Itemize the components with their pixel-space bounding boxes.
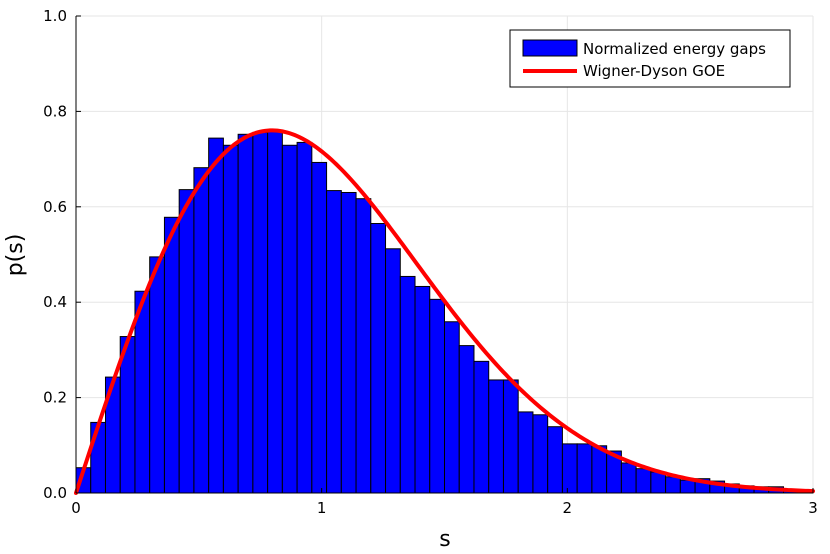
axes [75,15,814,494]
x-tick-label: 3 [808,499,818,517]
wigner-dyson-curve [74,128,815,495]
x-axis-label: s [439,527,450,552]
histogram-bar [429,298,446,494]
histogram-bar [355,198,372,494]
legend-swatch-histogram [522,39,578,57]
histogram-bar [237,133,254,494]
histogram-bar [149,256,165,494]
histogram-bar [547,426,563,494]
histogram-bar [281,144,298,494]
histogram-bar [296,141,313,494]
y-tick-label: 1.0 [43,7,67,25]
x-tick-labels: 0 1 2 3 [71,499,818,517]
legend-label-histogram: Normalized energy gaps [583,40,766,58]
histogram-bar [311,161,328,494]
histogram-bar [561,443,578,494]
histogram-bar [193,167,210,494]
y-tick-label: 0.4 [43,293,67,311]
histogram-bar [679,479,696,494]
x-tick-label: 2 [563,499,573,517]
histogram-bar [591,445,608,494]
legend: Normalized energy gaps Wigner-Dyson GOE [509,29,791,88]
histogram-bar [340,191,357,494]
y-axis-label: p(s) [3,234,28,277]
histogram-bar [399,275,416,494]
histogram-bar [517,411,534,494]
x-tick-label: 1 [317,499,327,517]
y-tick-label: 0.6 [43,198,67,216]
y-tick-label: 0.8 [43,102,67,120]
histogram-bar [134,290,151,494]
histogram-bar [635,468,652,494]
histogram-bar [252,131,269,494]
histogram-bar [267,129,283,494]
histogram-bar [222,144,239,494]
histogram-bar [208,137,224,494]
histogram-bar [620,462,637,494]
histogram-bar [178,189,195,494]
histogram-bar [385,248,401,494]
histogram-bar [370,222,387,494]
y-tick-label: 0.2 [43,389,67,407]
histogram-bar [665,476,681,494]
histogram-bar [326,190,342,494]
histogram-bar [488,379,504,494]
histogram-bar [444,321,460,494]
histogram-bar [576,443,593,494]
histogram-bar [650,471,667,494]
histogram-bar [414,285,431,494]
histogram-bar [502,379,519,494]
histogram-bar [532,414,549,494]
histogram-bar [90,421,106,494]
legend-label-curve: Wigner-Dyson GOE [583,62,725,80]
x-tick-label: 0 [71,499,81,517]
y-tick-labels: 0.0 0.2 0.4 0.6 0.8 1.0 [43,7,67,502]
histogram-bar [473,360,490,494]
histogram-bar [163,216,180,494]
y-tick-label: 0.0 [43,484,67,502]
histogram-bars [75,129,814,494]
histogram-bar [458,345,475,494]
